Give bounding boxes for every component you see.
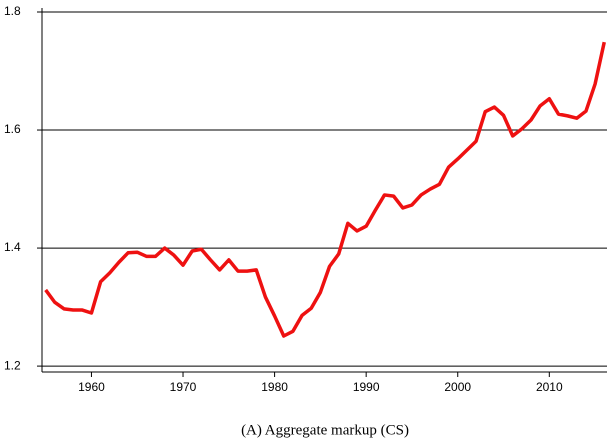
x-tick-label: 1980 [261,380,288,394]
x-tick-label: 2000 [444,380,471,394]
x-tick-label: 1990 [353,380,380,394]
x-tick-label: 1970 [170,380,197,394]
y-tick-label: 1.4 [4,240,21,254]
x-tick-label: 2010 [536,380,563,394]
y-tick-label: 1.2 [4,358,21,372]
line-series [44,41,606,338]
caption: (A) Aggregate markup (CS) [241,422,409,438]
x-tick-label: 1960 [78,380,105,394]
y-tick-label: 1.6 [4,122,21,136]
y-tick-label: 1.8 [4,4,21,18]
